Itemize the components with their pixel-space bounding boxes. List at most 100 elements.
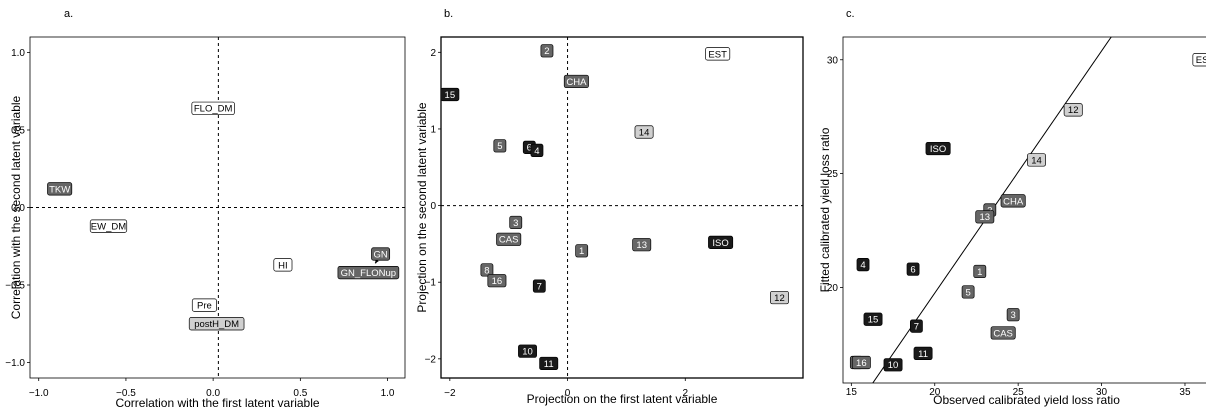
point-label-4: 4 <box>856 258 870 272</box>
point-label-cas: CAS <box>990 326 1016 340</box>
point-label-text: 6 <box>527 143 532 154</box>
point-label-text: 3 <box>513 218 518 229</box>
point-label-box <box>883 358 903 372</box>
point-label-box <box>909 319 923 333</box>
point-label-box <box>1027 153 1046 167</box>
point-label-11: 11 <box>539 356 559 371</box>
point-label-16: 16 <box>487 274 507 288</box>
point-label-box <box>925 141 951 156</box>
point-label-box <box>530 143 544 158</box>
x-axis-title: Projection on the first latent variable <box>527 392 718 406</box>
y-tick-label: −0.5 <box>5 281 25 292</box>
x-tick-label: 30 <box>1096 387 1108 398</box>
plot-frame <box>842 36 1206 384</box>
x-tick-label: 2 <box>682 388 688 399</box>
point-label-box <box>851 355 871 370</box>
point-label-box <box>480 263 494 277</box>
x-tick-label: 0 <box>565 388 571 399</box>
point-label-box <box>493 139 507 153</box>
y-tick-label: 0.5 <box>11 126 25 137</box>
point-label-box <box>632 238 652 252</box>
point-label-est: EST <box>705 47 731 61</box>
point-label-text: CAS <box>499 235 519 246</box>
y-tick-label: 25 <box>827 169 839 180</box>
point-label-text: 4 <box>534 146 539 157</box>
point-label-text: 5 <box>497 141 502 152</box>
point-label-10: 10 <box>518 344 537 358</box>
x-axis-title: Observed calibrated yield loss ratio <box>933 393 1120 407</box>
point-label-box <box>441 87 460 102</box>
point-label-5: 5 <box>961 285 975 299</box>
y-tick-label: 20 <box>827 283 839 294</box>
y-axis-title: Fitted calibrated yield loss ratio <box>818 127 832 292</box>
point-label-box <box>518 344 537 358</box>
point-label-text: 4 <box>860 260 865 271</box>
y-tick-label: −1 <box>425 278 437 289</box>
point-label-box <box>973 264 987 279</box>
point-label-10: 10 <box>883 358 903 372</box>
point-label-text: 11 <box>918 349 928 360</box>
point-label-box <box>975 210 995 224</box>
y-tick-label: 0.0 <box>11 203 25 214</box>
point-label-text: ISO <box>930 144 946 155</box>
point-label-box <box>1063 103 1083 117</box>
point-label-text: 7 <box>537 281 542 292</box>
point-label-1: 1 <box>973 264 987 279</box>
y-tick-label: 1.0 <box>11 48 25 59</box>
x-tick-label: 20 <box>929 387 941 398</box>
point-label-text: 8 <box>484 265 489 276</box>
y-axis-title: Projection on the second latent variable <box>415 102 429 312</box>
point-label-box <box>191 101 235 115</box>
point-label-text: 14 <box>639 127 650 138</box>
point-label-text: 11 <box>544 359 554 370</box>
point-label-box <box>532 279 546 293</box>
point-label-flo-dm: FLO_DM <box>191 101 235 115</box>
point-label-box <box>863 312 883 326</box>
x-tick-label: 25 <box>1013 387 1025 398</box>
panel-a: a. −1.0 −0.5 0.0 0.5 1.0 −1.0 −0.5 0.0 0.5 1.0 Corr… <box>5 8 406 410</box>
point-label-box <box>990 326 1016 340</box>
x-tick-label: 1.0 <box>381 388 395 399</box>
point-label-box <box>540 44 554 58</box>
point-label-box <box>913 346 933 361</box>
point-label-iso: ISO <box>925 141 951 156</box>
point-label-12: 12 <box>1063 103 1083 117</box>
point-label-box <box>191 298 217 312</box>
y-tick-label: 30 <box>827 55 839 66</box>
point-label-text: 12 <box>1068 105 1079 116</box>
point-label-text: GN <box>373 249 387 260</box>
point-label-text: 13 <box>980 212 991 223</box>
point-label-text: HI <box>278 260 288 271</box>
point-label-14: 14 <box>1027 153 1046 167</box>
point-label-hi: HI <box>273 258 293 272</box>
point-label-text: 5 <box>965 287 970 298</box>
point-label-8: 8 <box>480 263 494 277</box>
point-label-box <box>906 262 920 276</box>
point-label-13: 13 <box>975 210 995 224</box>
point-label-1: 1 <box>575 244 589 258</box>
y-tick-label: 2 <box>430 48 436 59</box>
point-label-tkw: TKW <box>47 182 73 196</box>
x-tick-label: 0.5 <box>293 388 307 399</box>
point-label-14: 14 <box>634 125 654 139</box>
point-label-text: CHA <box>1003 196 1024 207</box>
point-label-box <box>1000 194 1026 208</box>
point-label-text: 15 <box>868 315 879 326</box>
point-label-cha: CHA <box>1000 194 1026 208</box>
point-label-text: 15 <box>445 90 456 101</box>
point-label-text: CHA <box>566 77 587 88</box>
point-label-box <box>563 74 589 89</box>
x-tick-label: −2 <box>444 388 456 399</box>
point-label-text: postH_DM <box>194 319 239 330</box>
plot-frame <box>440 36 804 379</box>
y-tick-label: 0 <box>430 201 436 212</box>
point-label-ew-dm: EW_DM <box>89 219 128 233</box>
x-tick-label: −1.0 <box>29 388 49 399</box>
point-label-3: 3 <box>509 215 523 230</box>
panel-letter: c. <box>846 8 855 20</box>
point-label-text: CAS <box>993 328 1013 339</box>
point-label-text: EW_DM <box>91 222 126 233</box>
point-label-3: 3 <box>1006 308 1020 322</box>
